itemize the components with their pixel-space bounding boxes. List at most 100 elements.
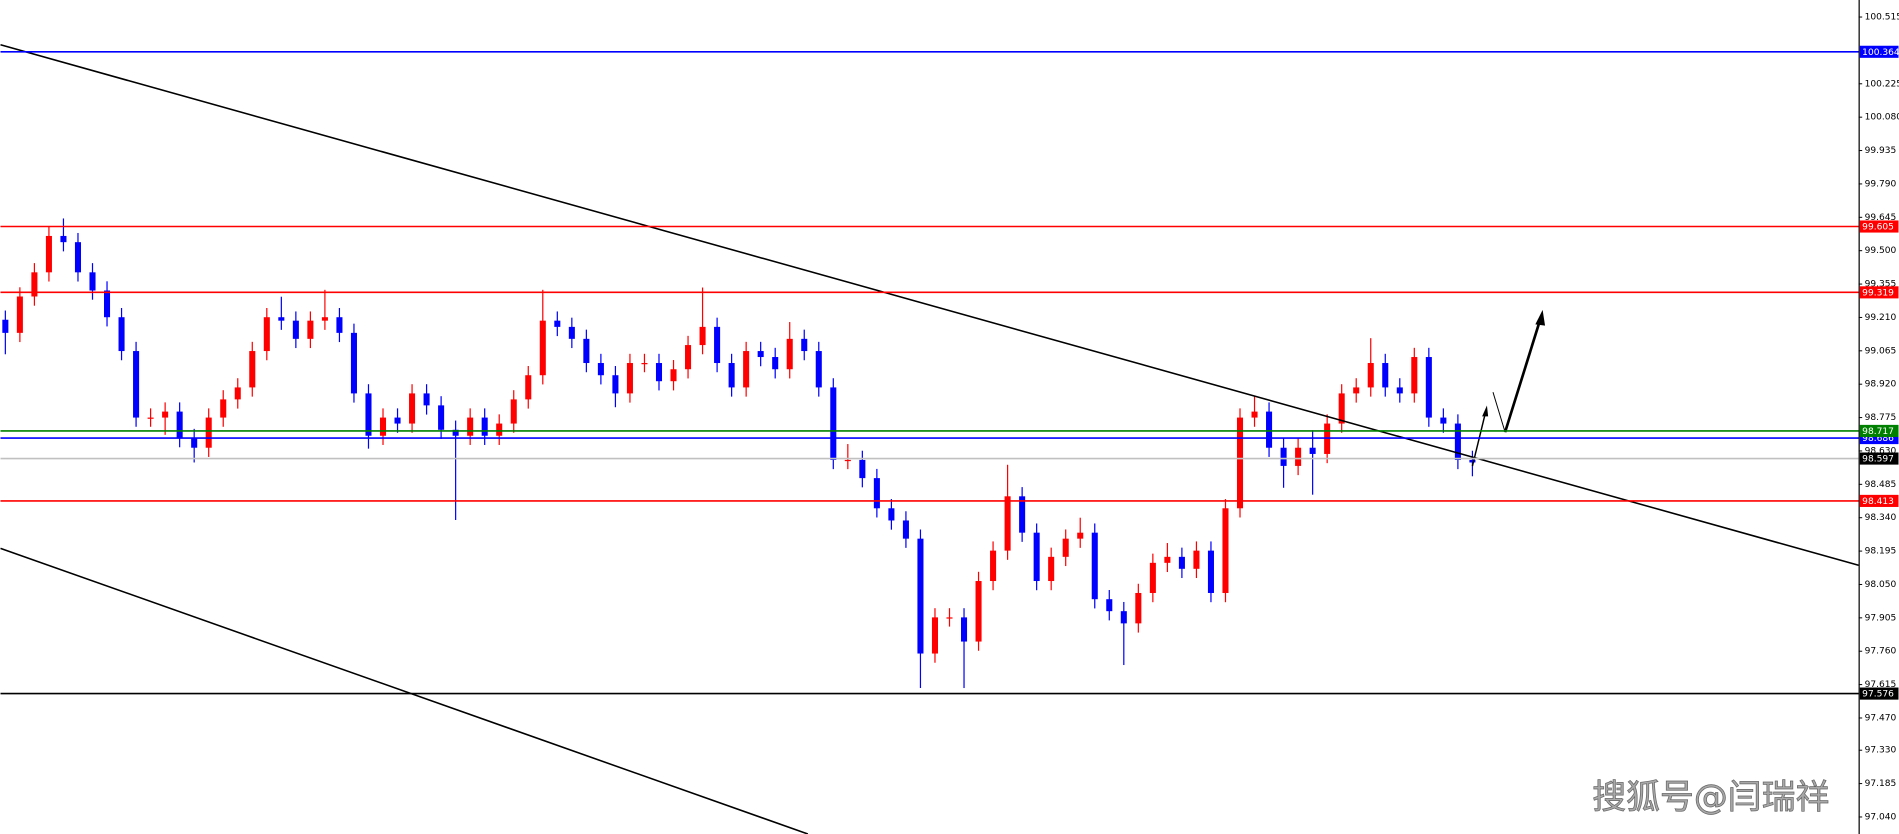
candle-body — [641, 363, 648, 365]
level-label-box — [1859, 45, 1899, 58]
candle-body — [1454, 423, 1461, 460]
candle-body — [1469, 459, 1476, 463]
candle-body — [539, 320, 546, 376]
forecast-arrows — [1471, 309, 1546, 467]
y-tick-label: 99.935 — [1865, 146, 1897, 156]
y-tick-label: 97.470 — [1865, 713, 1897, 723]
candle-body — [452, 429, 459, 436]
candle-body — [1077, 532, 1084, 539]
candle-body — [728, 363, 735, 388]
candle-body — [292, 320, 299, 339]
candle-body — [655, 363, 663, 382]
candle-body — [612, 375, 619, 394]
candle-body — [1280, 447, 1287, 466]
y-tick-label: 100.515 — [1865, 13, 1899, 23]
y-tick-label: 97.040 — [1865, 812, 1897, 822]
candle-body — [1222, 508, 1229, 593]
level-label-box — [1859, 687, 1899, 700]
y-tick-label: 98.195 — [1865, 547, 1897, 557]
candle-body — [336, 317, 343, 333]
level-label-box — [1859, 220, 1899, 233]
arrow-head — [1482, 405, 1489, 417]
candle-body — [278, 317, 285, 321]
candle-body — [176, 411, 183, 439]
candle-body — [1353, 387, 1360, 394]
watermark: 搜狐号@闫瑞祥 — [1592, 778, 1829, 817]
candle-body — [510, 399, 517, 424]
candle-body — [1236, 417, 1244, 509]
candle-body — [626, 363, 633, 394]
candle-body — [220, 399, 227, 418]
candle-body — [409, 393, 416, 424]
candle-body — [714, 326, 721, 364]
level-label-box — [1859, 424, 1899, 437]
candle-body — [1164, 556, 1171, 563]
level-label-box — [1859, 494, 1899, 507]
y-tick-label: 97.905 — [1865, 613, 1897, 623]
candle-body — [873, 478, 880, 509]
candle-body — [1338, 393, 1345, 424]
y-tick-label: 98.050 — [1865, 580, 1897, 590]
candle-body — [743, 351, 750, 388]
candle-body — [670, 369, 677, 382]
y-tick-label: 97.185 — [1865, 779, 1897, 789]
candle-body — [844, 459, 851, 462]
candle-body — [931, 617, 939, 654]
candle-body — [975, 581, 982, 642]
candle-body — [772, 357, 779, 370]
candle-body — [1120, 611, 1127, 624]
candle-body — [583, 338, 590, 364]
arrow-line — [1492, 392, 1506, 433]
y-tick-label: 98.485 — [1865, 480, 1897, 490]
candle-body — [568, 326, 575, 339]
y-tick-label: 98.340 — [1865, 513, 1897, 523]
candle-body — [263, 317, 270, 352]
candle-body — [1251, 411, 1258, 418]
candle-body — [917, 538, 924, 654]
candle-body — [1062, 538, 1069, 557]
y-tick-label: 99.645 — [1865, 213, 1897, 223]
candle-body — [786, 338, 793, 370]
candle-body — [859, 459, 866, 479]
level-label: 98.686 — [1862, 434, 1894, 444]
candle-body — [699, 326, 706, 346]
level-label-box — [1859, 452, 1899, 465]
candle-body — [365, 393, 372, 436]
trend-line — [0, 547, 809, 834]
candle-body — [1266, 411, 1273, 448]
candle-body — [481, 417, 488, 436]
arrow-head — [1535, 309, 1546, 326]
candle-body — [2, 319, 9, 333]
level-label: 98.717 — [1862, 427, 1894, 437]
candle-body — [191, 438, 198, 448]
candle-body — [162, 411, 169, 418]
candle-body — [525, 375, 532, 400]
candle-body — [946, 617, 953, 619]
plot-area — [2, 218, 1476, 689]
candle-body — [830, 387, 837, 460]
candle-body — [990, 550, 997, 582]
level-label: 99.319 — [1862, 288, 1894, 298]
level-label: 100.364 — [1862, 48, 1899, 58]
y-tick-label: 99.500 — [1865, 246, 1897, 256]
candle-body — [307, 320, 314, 339]
candle-body — [1309, 447, 1316, 454]
candle-body — [1048, 556, 1055, 582]
candle-body — [1135, 592, 1142, 624]
candle-body — [815, 351, 822, 388]
level-label-box — [1859, 286, 1899, 299]
candle-body — [89, 272, 96, 291]
level-label: 98.413 — [1862, 497, 1894, 507]
level-label: 97.576 — [1862, 690, 1894, 700]
y-tick-label: 100.225 — [1865, 79, 1899, 89]
candle-body — [104, 290, 111, 318]
candle-body — [1207, 550, 1214, 593]
candle-body — [757, 351, 764, 358]
candle-body — [1367, 363, 1374, 388]
candle-body — [554, 320, 561, 327]
trend-line — [0, 44, 1859, 567]
